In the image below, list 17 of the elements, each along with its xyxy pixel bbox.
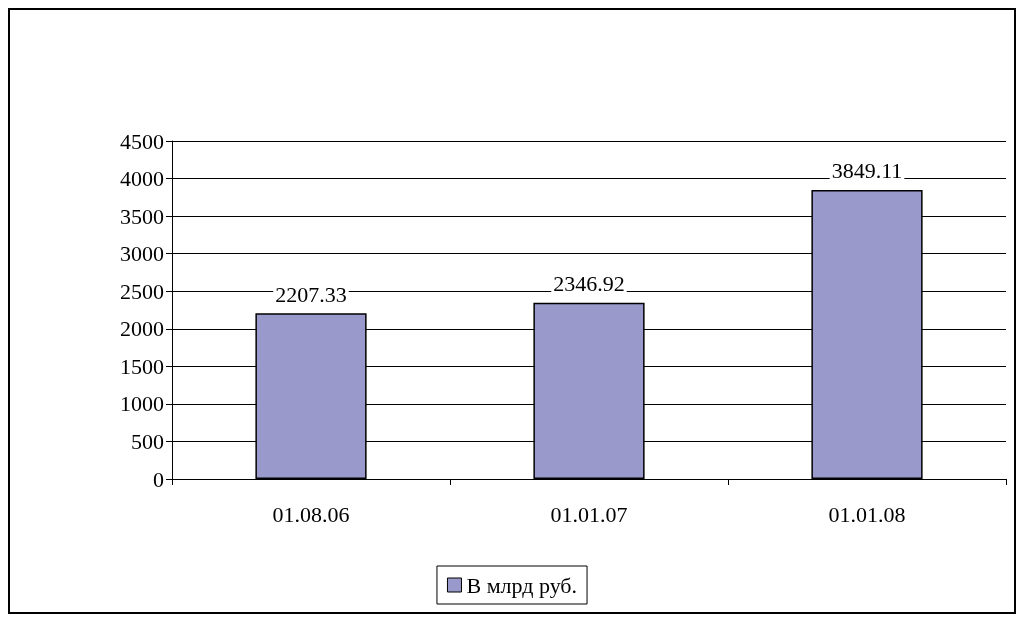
y-tick-label: 500 <box>131 428 164 454</box>
y-tick-label: 0 <box>153 466 164 492</box>
y-tick-label: 1000 <box>120 391 164 417</box>
y-tick-label: 4500 <box>120 128 164 154</box>
y-tick-label: 2500 <box>120 278 164 304</box>
x-tick-label: 01.01.08 <box>828 501 906 527</box>
data-label: 3849.11 <box>831 158 903 184</box>
x-tick-label: 01.08.06 <box>272 501 350 527</box>
x-tick-label: 01.01.07 <box>550 501 628 527</box>
y-tick-label: 2000 <box>120 316 164 342</box>
y-tick-label: 1500 <box>120 353 164 379</box>
y-tick-label: 3500 <box>120 203 164 229</box>
y-tick-label: 3000 <box>120 241 164 267</box>
data-label: 2346.92 <box>553 271 625 297</box>
data-label: 2207.33 <box>275 281 347 307</box>
y-tick-label: 4000 <box>120 166 164 192</box>
legend-label: В млрд руб. <box>466 572 578 598</box>
